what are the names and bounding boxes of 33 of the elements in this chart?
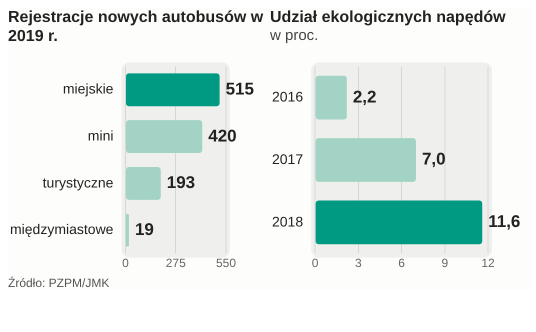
x-tick-label: 550: [216, 256, 236, 270]
data-label: 7,0: [422, 150, 446, 169]
y-tick-label: 2017: [272, 150, 304, 167]
x-tick-label: 275: [166, 256, 186, 270]
bar: [126, 214, 129, 247]
x-tick-label: 6: [398, 256, 406, 270]
data-label: 515: [226, 79, 254, 98]
y-tick-label: 2016: [272, 88, 304, 104]
chart-subtitle: w proc.: [270, 27, 320, 46]
y-tick-label: mini: [88, 127, 114, 144]
bar: [316, 200, 482, 244]
x-tick-label: 0: [122, 256, 130, 270]
bar: [316, 76, 347, 120]
data-label: 19: [134, 220, 154, 239]
data-label: 420: [208, 126, 237, 146]
y-tick-label: turystyczne: [42, 174, 114, 190]
data-label: 2,2: [352, 87, 376, 106]
x-tick-label: 12: [481, 256, 495, 270]
data-label: 193: [166, 173, 196, 192]
chart-title: Udział ekologicznych napędów: [270, 9, 506, 26]
x-tick-label: 3: [355, 256, 362, 270]
y-tick-label: miejskie: [62, 80, 114, 97]
data-label: 11,6: [488, 212, 520, 232]
bar: [126, 73, 220, 106]
bar: [126, 166, 161, 200]
y-tick-label: międzymiastowe: [10, 221, 114, 238]
text: Źródło: PZPM/JMK: [8, 276, 110, 290]
chart-title: Rejestracje nowych autobusów w 2019 r.: [8, 8, 264, 46]
bar: [126, 120, 202, 154]
bar: [316, 138, 416, 182]
y-tick-label: 2018: [272, 213, 304, 230]
x-tick-label: 0: [312, 256, 319, 270]
x-tick-label: 9: [441, 256, 448, 270]
